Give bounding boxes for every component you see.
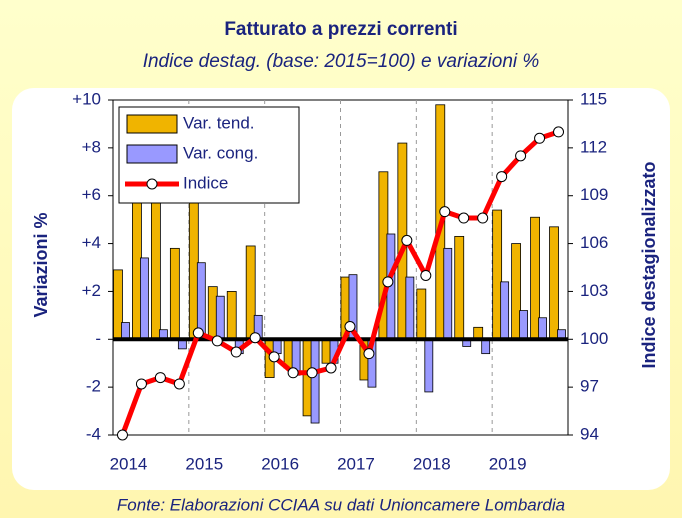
bar — [454, 235, 465, 340]
bar — [121, 322, 130, 340]
bar — [481, 338, 491, 355]
index-point — [420, 269, 432, 281]
x-tick-label: 2018 — [413, 454, 451, 473]
y2-tick-label: 115 — [580, 89, 607, 108]
index-point — [154, 372, 166, 384]
y-tick-label: +4 — [82, 233, 101, 252]
bar — [140, 257, 149, 340]
x-tick-label: 2019 — [489, 454, 527, 473]
x-tick-label: 2017 — [337, 454, 375, 473]
legend-label: Indice — [183, 173, 228, 192]
y2-tick-label: 97 — [580, 377, 599, 396]
index-point — [382, 276, 394, 288]
x-tick-label: 2014 — [110, 454, 148, 473]
bar — [443, 247, 453, 340]
y2-tick-label: 100 — [580, 329, 608, 348]
index-point — [287, 367, 299, 379]
index-point — [496, 171, 508, 183]
index-point — [344, 321, 356, 333]
index-point — [534, 132, 546, 144]
index-point — [249, 332, 261, 344]
bar — [226, 291, 237, 340]
y-tick-label: -2 — [86, 377, 101, 396]
y-tick-label: +10 — [72, 89, 101, 108]
bar — [424, 338, 434, 393]
index-point — [268, 351, 280, 363]
bar — [500, 281, 510, 340]
index-point — [553, 126, 565, 138]
legend-swatch — [126, 144, 178, 164]
bar — [310, 338, 320, 424]
y-tick-label: +8 — [82, 137, 101, 156]
index-point — [363, 348, 375, 360]
bar — [549, 226, 559, 340]
legend-label: Var. cong. — [183, 143, 258, 162]
index-point — [306, 367, 318, 379]
y2-tick-label: 109 — [580, 185, 608, 204]
y2-tick-label: 112 — [580, 137, 607, 156]
index-line — [120, 129, 560, 436]
bar — [519, 310, 529, 340]
y2-tick-label: 103 — [580, 281, 608, 300]
index-point — [173, 378, 185, 390]
legend-marker — [146, 178, 158, 190]
index-point — [515, 150, 527, 162]
index-point — [192, 327, 204, 339]
bar — [416, 288, 427, 340]
legend-swatch — [126, 114, 178, 134]
bar — [215, 295, 225, 340]
bar — [405, 276, 415, 340]
y-axis-label: Variazioni % — [31, 212, 51, 317]
index-point — [477, 212, 489, 224]
index-point — [135, 378, 147, 390]
source-note: Fonte: Elaborazioni CCIAA su dati Unionc… — [117, 495, 565, 514]
index-point — [325, 362, 337, 374]
y2-tick-label: 94 — [580, 424, 599, 443]
x-tick-label: 2016 — [261, 454, 299, 473]
legend-label: Var. tend. — [183, 113, 255, 132]
bar — [538, 317, 547, 340]
index-point — [458, 212, 470, 224]
y-tick-label: - — [95, 329, 101, 348]
y-tick-label: +6 — [82, 185, 101, 204]
index-point — [211, 335, 223, 347]
y2-tick-label: 106 — [580, 233, 608, 252]
index-point — [116, 429, 128, 441]
x-tick-label: 2015 — [185, 454, 223, 473]
index-point — [401, 234, 413, 246]
y-tick-label: -4 — [86, 424, 101, 443]
index-point — [230, 346, 242, 358]
chart-subtitle: Indice destag. (base: 2015=100) e variaz… — [143, 51, 540, 72]
y2-axis-label: Indice destagionalizzato — [639, 161, 659, 368]
chart-title: Fatturato a prezzi correnti — [224, 19, 457, 40]
y-tick-label: +2 — [82, 281, 101, 300]
index-point — [439, 206, 451, 218]
bar — [169, 247, 180, 340]
